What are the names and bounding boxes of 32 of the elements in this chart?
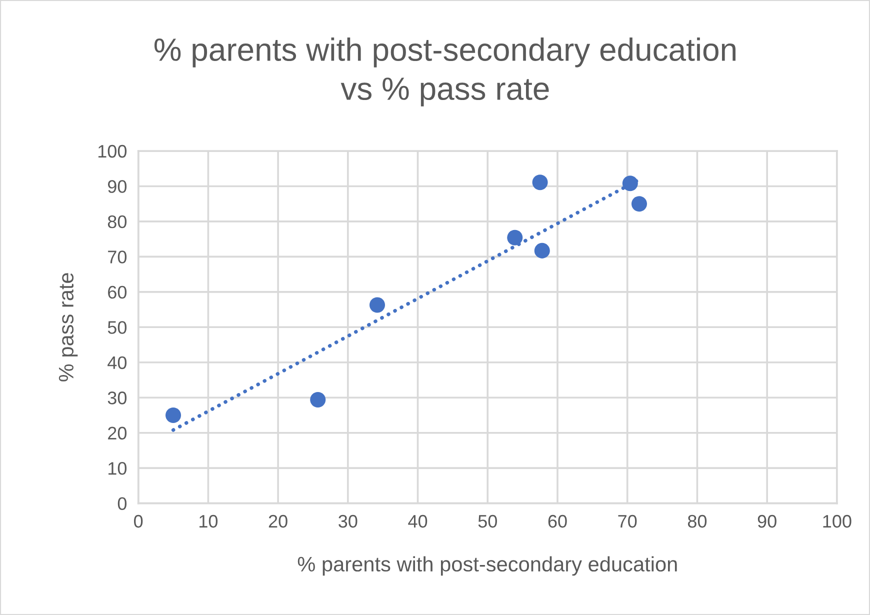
y-tick-label: 30 [108, 392, 127, 404]
x-tick-label: 50 [478, 514, 497, 528]
y-tick-label: 20 [108, 426, 127, 440]
point [534, 242, 550, 258]
y-tick-label: 100 [98, 144, 127, 158]
point [532, 174, 548, 190]
x-tick-label: 0 [134, 514, 143, 528]
point [369, 297, 386, 313]
y-tick-label: 60 [108, 286, 127, 299]
y-tick-label: 70 [108, 250, 127, 264]
x-tick-label: 80 [688, 514, 707, 528]
y-tick-label: 50 [108, 321, 127, 334]
y-tick-label: 80 [108, 215, 127, 228]
x-tick-label: 60 [548, 514, 567, 528]
x-tick-label: 10 [200, 514, 218, 528]
x-tick-label: 40 [408, 514, 428, 528]
y-tick-label: 0 [118, 497, 127, 510]
x-tick-label: 100 [823, 514, 852, 528]
x-tick-label: 70 [618, 514, 637, 528]
x-tick-label: 20 [268, 514, 288, 528]
point [165, 407, 182, 423]
x-tick-label: 30 [338, 514, 358, 528]
y-tick-label: 10 [108, 462, 127, 475]
y-tick-label: 90 [108, 180, 127, 193]
x-tick-label: 90 [758, 514, 776, 528]
point [310, 392, 326, 408]
y-axis-title: % pass rate [58, 273, 78, 382]
chart-title: % parents with post-secondary education vs % pass rate [154, 38, 736, 106]
point [631, 196, 647, 212]
point [507, 230, 523, 246]
x-axis-title: % parents with post-secondary education [298, 556, 677, 576]
y-tick-label: 40 [108, 356, 127, 370]
